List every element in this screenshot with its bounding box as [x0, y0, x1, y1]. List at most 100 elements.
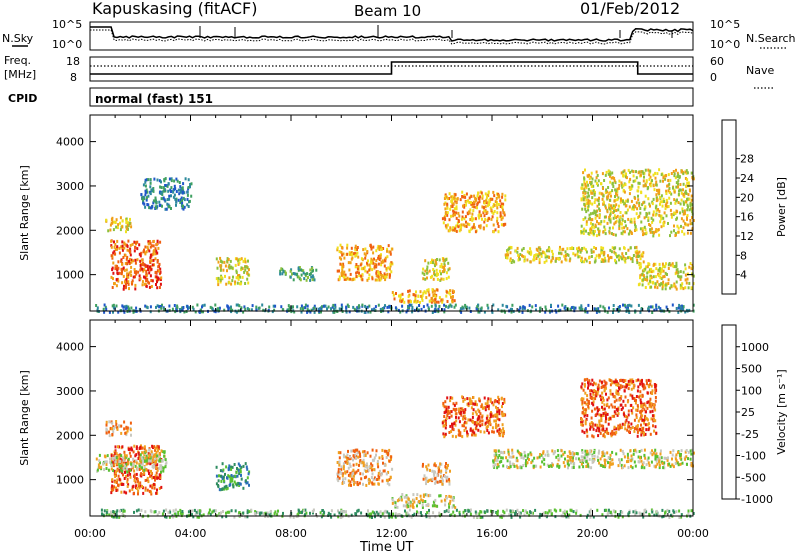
- data-cell: [491, 215, 494, 219]
- data-cell: [486, 210, 489, 214]
- data-cell: [446, 197, 449, 201]
- data-cell: [639, 265, 642, 269]
- data-cell: [592, 250, 595, 254]
- data-cell: [617, 186, 620, 190]
- data-cell: [129, 475, 132, 479]
- data-cell: [575, 457, 578, 461]
- data-cell: [631, 426, 634, 429]
- data-cell: [149, 240, 151, 243]
- data-cell: [357, 255, 360, 259]
- power-panel-frame: [89, 114, 694, 312]
- data-cell: [168, 205, 170, 209]
- data-cell: [604, 463, 607, 467]
- data-cell: [604, 430, 607, 433]
- data-cell: [394, 501, 397, 505]
- data-cell: [635, 212, 638, 216]
- data-cell: [148, 285, 151, 289]
- data-cell: [352, 474, 355, 478]
- data-cell: [637, 455, 640, 459]
- data-cell: [154, 446, 157, 450]
- data-cell: [268, 305, 271, 309]
- data-cell: [306, 308, 309, 312]
- data-cell: [491, 426, 494, 430]
- data-cell: [121, 463, 124, 467]
- data-cell: [450, 195, 453, 199]
- data-cell: [164, 184, 167, 187]
- freq-tick-top: 18: [66, 55, 80, 68]
- y-tick-label: 2000: [56, 224, 84, 237]
- data-cell: [674, 212, 677, 215]
- data-cell: [665, 262, 667, 266]
- data-cell: [420, 498, 423, 502]
- data-cell: [124, 280, 126, 284]
- data-cell: [687, 205, 689, 209]
- data-cell: [660, 214, 663, 218]
- data-cell: [467, 402, 470, 406]
- data-cell: [135, 484, 138, 488]
- data-cell: [584, 310, 587, 314]
- data-cell: [110, 275, 113, 279]
- data-cell: [679, 277, 682, 281]
- data-cell: [158, 452, 161, 456]
- data-cell: [479, 412, 482, 416]
- data-cell: [494, 413, 497, 417]
- data-cell: [247, 259, 249, 263]
- data-cell: [591, 223, 594, 227]
- data-cell: [559, 308, 562, 312]
- data-cell: [685, 185, 688, 189]
- data-cell: [178, 181, 181, 184]
- data-cell: [112, 228, 115, 232]
- data-cell: [460, 225, 463, 229]
- data-cell: [521, 310, 524, 314]
- data-cell: [676, 198, 678, 202]
- data-cell: [346, 246, 349, 250]
- data-cell: [658, 233, 661, 237]
- data-cell: [230, 310, 233, 314]
- data-cell: [440, 469, 443, 473]
- data-cell: [587, 187, 590, 191]
- data-cell: [445, 271, 448, 275]
- data-cell: [152, 258, 155, 262]
- data-cell: [427, 290, 430, 294]
- data-cell: [349, 261, 352, 265]
- data-cell: [230, 474, 233, 477]
- data-cell: [347, 466, 350, 470]
- data-cell: [644, 386, 647, 390]
- data-cell: [125, 221, 128, 225]
- data-cell: [595, 429, 598, 433]
- data-cell: [478, 224, 481, 228]
- data-cell: [623, 230, 626, 234]
- data-cell: [484, 205, 487, 209]
- data-cell: [133, 240, 136, 244]
- data-cell: [526, 461, 529, 465]
- data-cell: [449, 469, 451, 473]
- data-cell: [148, 206, 151, 210]
- data-cell: [149, 206, 152, 210]
- data-cell: [373, 257, 375, 261]
- data-cell: [657, 274, 660, 278]
- data-cell: [496, 219, 499, 223]
- data-cell: [613, 176, 616, 180]
- data-cell: [143, 268, 146, 272]
- data-cell: [381, 456, 384, 460]
- data-cell: [432, 500, 435, 504]
- data-cell: [145, 250, 148, 254]
- data-cell: [445, 479, 448, 483]
- data-cell: [383, 469, 386, 473]
- data-cell: [119, 457, 122, 461]
- data-cell: [637, 385, 640, 389]
- data-cell: [647, 422, 650, 426]
- data-cell: [487, 404, 490, 408]
- data-cell: [460, 413, 463, 417]
- data-cell: [647, 270, 650, 274]
- data-cell: [600, 192, 603, 196]
- data-cell: [595, 176, 598, 180]
- data-cell: [342, 453, 345, 457]
- data-cell: [666, 184, 669, 188]
- data-cell: [658, 262, 661, 266]
- data-cell: [159, 270, 162, 274]
- data-cell: [367, 277, 370, 280]
- data-cell: [132, 275, 135, 279]
- data-cell: [682, 219, 685, 223]
- data-cell: [156, 286, 159, 290]
